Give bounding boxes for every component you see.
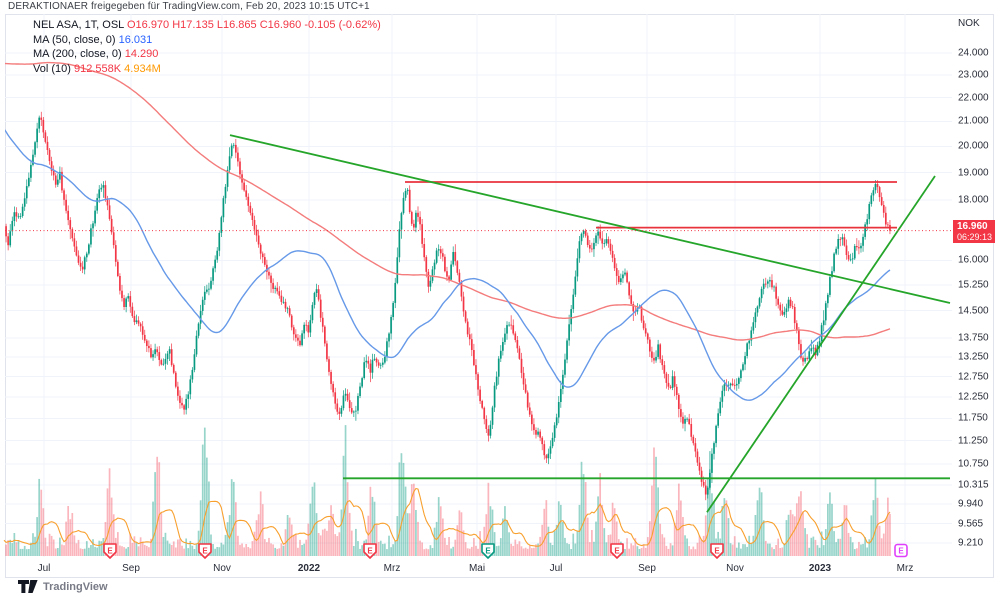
svg-text:E: E [202,547,208,556]
ma50-value: 16.031 [118,33,153,46]
svg-text:E: E [714,547,720,556]
time-tick-label: Jul [549,563,563,574]
tradingview-logo[interactable]: TradingView [18,580,108,593]
time-tick-label: Mrz [383,563,401,574]
time-tick-label: 2022 [297,563,321,574]
price-tick-label: 11.250 [958,435,988,447]
svg-text:E: E [367,547,373,556]
time-tick-label: 2023 [808,563,832,574]
ascending-trendline [706,175,936,513]
earnings-icon[interactable]: E [363,543,377,559]
ma200-label: MA (200, close, 0) [33,48,122,60]
earnings-icon[interactable]: E [610,543,624,559]
earnings-icon[interactable]: E [481,543,495,559]
legend-ma200-row[interactable]: MA (200, close, 0) 14.290 [33,47,381,62]
ma50-label: MA (50, close, 0) [33,33,116,46]
price-tick-label: 12.250 [958,391,989,403]
earnings-icon[interactable]: E [103,543,117,559]
symbol-title: NEL ASA, 1T, OSL [33,19,124,31]
price-tick-label: 22.000 [958,92,989,103]
descending-trendline [229,134,951,304]
last-price-value: 16.960 [957,221,988,232]
time-tick-label: Mrz [896,563,914,574]
volume-value: 912.558K [73,62,122,75]
price-tick-label: 14.500 [958,305,989,317]
earnings-icon[interactable]: E [894,543,908,558]
chart-legend: NEL ASA, 1T, OSL O16.970 H17.135 L16.865… [33,18,381,76]
time-tick-label: Jul [37,563,51,574]
price-tick-label: 10.315 [958,479,989,491]
time-tick-label: Nov [726,563,744,574]
time-tick-label: Sep [122,563,140,574]
price-tick-label: 16.000 [958,254,989,266]
legend-symbol-row[interactable]: NEL ASA, 1T, OSL O16.970 H17.135 L16.865… [33,18,381,33]
tradingview-mark-icon [18,580,38,593]
price-tick-label: 24.000 [958,47,989,59]
ma200-value: 14.290 [124,48,159,60]
ma-50-line [5,129,891,401]
last-price-flag: 16.960 06:29:13 [953,220,995,243]
svg-text:E: E [898,547,904,556]
attribution-text: DERAKTIONAER freigegeben für TradingView… [8,1,370,12]
svg-text:E: E [485,547,491,556]
price-tick-label: 15.250 [958,279,989,291]
price-tick-label: 13.750 [958,332,989,344]
volume-label: Vol (10) [33,62,71,75]
svg-text:E: E [614,547,620,556]
price-tick-label: 13.250 [958,351,989,363]
chart-frame [5,14,994,578]
price-tick-label: 9.940 [958,498,984,510]
tradingview-wordmark: TradingView [43,580,108,593]
candles-layer[interactable] [3,111,891,501]
price-tick-label: 19.000 [958,167,989,178]
time-tick-label: Mai [468,563,486,574]
price-tick-label: 9.210 [958,537,984,549]
currency-label: NOK [958,18,980,29]
time-tick-label: Nov [213,563,231,574]
grid-lines [5,14,952,557]
earnings-icon[interactable]: E [198,543,212,559]
price-tick-label: 11.750 [958,412,988,424]
ma-200-line [5,61,891,341]
volume-ma-line [3,487,891,547]
trend-drawings[interactable] [229,134,951,513]
legend-ma50-row[interactable]: MA (50, close, 0) 16.031 [33,33,381,48]
price-tick-label: 18.000 [958,194,989,206]
price-tick-label: 12.750 [958,371,989,382]
price-tick-label: 9.565 [958,518,984,530]
earnings-icon[interactable]: E [710,543,724,559]
volume-ma-value: 4.934M [124,62,161,75]
price-tick-label: 21.000 [958,115,989,127]
price-tick-label: 20.000 [958,140,989,152]
time-tick-label: Sep [638,563,656,574]
svg-text:E: E [107,547,113,556]
price-tick-label: 23.000 [958,69,989,81]
price-tick-label: 10.750 [958,458,989,470]
ohlc-values: O16.970 H17.135 L16.865 C16.960 -0.105 (… [126,19,381,31]
legend-volume-row[interactable]: Vol (10) 912.558K 4.934M [33,62,381,77]
bar-countdown: 06:29:13 [957,232,993,242]
